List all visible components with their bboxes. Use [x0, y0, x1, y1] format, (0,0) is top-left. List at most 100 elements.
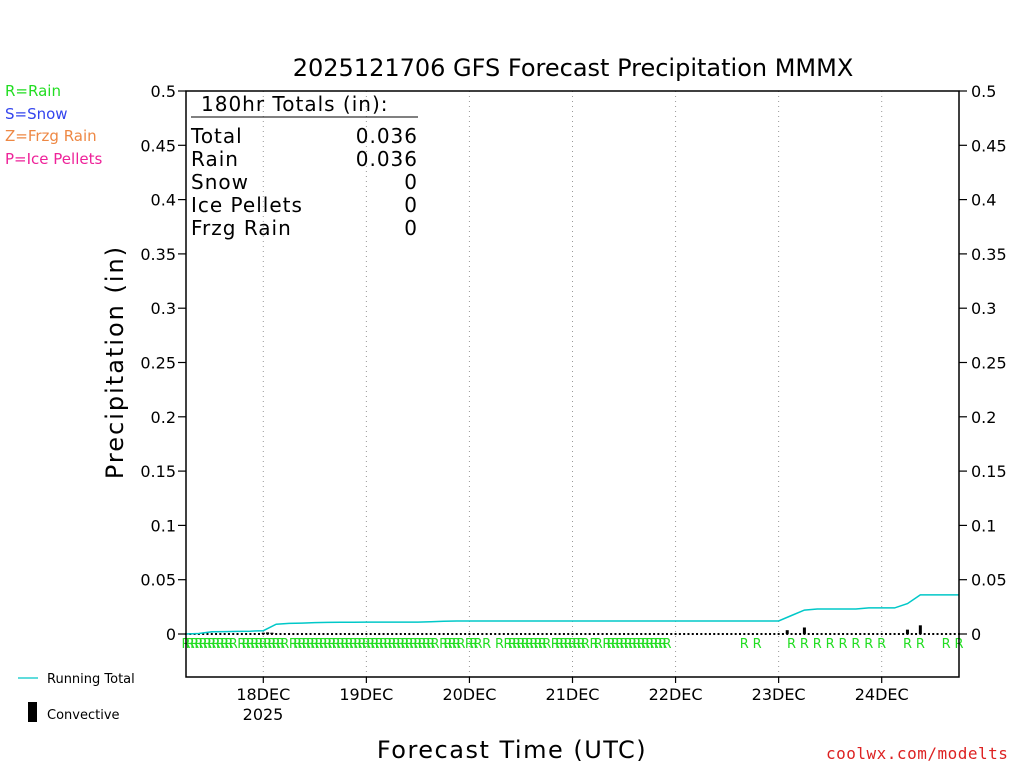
baseline-dash: [404, 633, 407, 635]
precip-type-marker: R: [383, 637, 392, 652]
baseline-dash: [674, 633, 677, 635]
precip-type-marker: R: [336, 637, 345, 652]
baseline-dash: [584, 633, 587, 635]
baseline-dash: [442, 633, 445, 635]
precip-type-marker: R: [602, 637, 611, 652]
baseline-dash: [236, 633, 239, 635]
precip-type-marker: R: [456, 637, 465, 652]
y-tick-label-left-0.4: 0.4: [151, 191, 176, 210]
precip-type-marker: R: [216, 637, 225, 652]
baseline-dash: [305, 633, 308, 635]
baseline-dash: [781, 633, 784, 635]
precip-type-marker: R: [525, 637, 534, 652]
baseline-dash: [927, 633, 930, 635]
y-tick-label-right-0.4: 0.4: [971, 191, 996, 210]
y-tick-label-left-0.15: 0.15: [140, 462, 176, 481]
precip-type-marker: R: [559, 637, 568, 652]
precip-type-marker: R: [620, 637, 629, 652]
baseline-dash: [223, 633, 226, 635]
baseline-dash: [678, 633, 681, 635]
baseline-dash: [580, 633, 583, 635]
baseline-dash: [648, 633, 651, 635]
x-tick-label-21dec: 21DEC: [546, 685, 600, 704]
precip-type-marker: R: [452, 637, 461, 652]
precip-type-marker: R: [753, 637, 762, 652]
y-axis-left: 0 0.05 0.1 0.15 0.2 0.25 0.3 0.35 0.4 0.45 0.5: [140, 82, 186, 644]
baseline-dash: [502, 633, 505, 635]
totals-label-rain: Rain: [191, 147, 239, 171]
running-total-line: [185, 594, 959, 635]
totals-value-rain: 0.036: [356, 147, 418, 171]
baseline-dash: [751, 633, 754, 635]
baseline-dash: [421, 633, 424, 635]
precip-type-marker: R: [327, 637, 336, 652]
precip-type-marker: R: [199, 637, 208, 652]
baseline-dash: [940, 633, 943, 635]
precip-type-marker: R: [439, 637, 448, 652]
y-axis-label: Precipitation (in): [101, 245, 129, 479]
baseline-dash: [215, 633, 218, 635]
baseline-dash: [717, 633, 720, 635]
baseline-dash: [824, 633, 827, 635]
baseline-dash: [670, 633, 673, 635]
totals-label-total: Total: [190, 124, 243, 148]
baseline-dash: [292, 633, 295, 635]
plot-frame: [185, 90, 960, 678]
baseline-dash: [352, 633, 355, 635]
precip-type-marker: R: [207, 637, 216, 652]
precip-type-marker: R: [190, 637, 199, 652]
baseline-dash: [369, 633, 372, 635]
baseline-dash: [769, 633, 772, 635]
baseline-dash: [348, 633, 351, 635]
baseline-dash: [335, 633, 338, 635]
y-tick-label-right-0.5: 0.5: [971, 82, 996, 101]
precip-type-marker: R: [362, 637, 371, 652]
baseline-dash: [760, 633, 763, 635]
precip-type-marker: R: [650, 637, 659, 652]
baseline-dash: [915, 633, 918, 635]
precip-type-marker: R: [564, 637, 573, 652]
baseline-dash: [721, 633, 724, 635]
precip-type-marker: R: [370, 637, 379, 652]
baseline-dash: [481, 633, 484, 635]
baseline-dash: [610, 633, 613, 635]
baseline-dash: [331, 633, 334, 635]
precip-type-marker: R: [504, 637, 513, 652]
baseline-dash: [378, 633, 381, 635]
baseline-dash: [365, 633, 368, 635]
baseline-dash: [270, 633, 273, 635]
baseline-dash: [846, 633, 849, 635]
precip-type-marker: R: [426, 637, 435, 652]
baseline-dash: [416, 633, 419, 635]
precip-type-marker: R: [379, 637, 388, 652]
x-tick-label-24dec: 24DEC: [855, 685, 909, 704]
baseline-dash: [279, 633, 282, 635]
baseline-dash: [326, 633, 329, 635]
baseline-dash: [876, 633, 879, 635]
precip-type-marker: R: [319, 637, 328, 652]
precip-type-legend-item: P=Ice Pellets: [5, 149, 103, 168]
baseline-dash: [872, 633, 875, 635]
precip-type-marker: R: [826, 637, 835, 652]
baseline-dash: [485, 633, 488, 635]
y-tick-label-right-0.1: 0.1: [971, 516, 996, 535]
precip-bars: [261, 625, 922, 634]
precip-type-marker: R: [220, 637, 229, 652]
baseline-dash: [528, 633, 531, 635]
y-tick-label-right-0.15: 0.15: [971, 462, 1007, 481]
baseline-dash: [850, 633, 853, 635]
baseline-dash: [343, 633, 346, 635]
baseline-dash: [700, 633, 703, 635]
precip-type-marker: R: [495, 637, 504, 652]
baseline-dash: [623, 633, 626, 635]
running-total-path: [185, 594, 959, 635]
baseline-dash: [455, 633, 458, 635]
x-tick-label-19dec: 19DEC: [339, 685, 393, 704]
baseline-dash: [511, 633, 514, 635]
precip-type-marker: R: [409, 637, 418, 652]
baseline-dash: [756, 633, 759, 635]
baseline-dash: [923, 633, 926, 635]
baseline-dash: [854, 633, 857, 635]
